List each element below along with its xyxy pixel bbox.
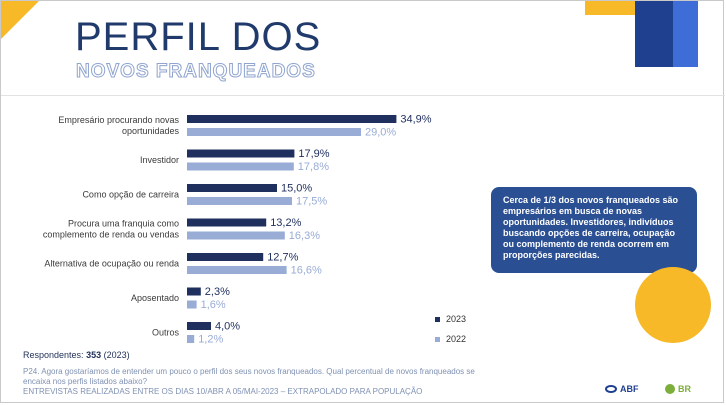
category-label: Outros [152,328,180,338]
abf-logo: ABF [605,384,639,394]
bar-2022 [187,335,195,343]
page-title: PERFIL DOS [75,15,322,59]
category-label: Investidor [140,155,179,165]
bar-2023 [187,115,397,123]
bar-2023 [187,322,211,330]
callout-box: Cerca de 1/3 dos novos franqueados são e… [491,187,697,273]
value-label-2023: 13,2% [270,217,301,229]
legend-item-2023: 2023 [435,314,466,324]
value-label-2022: 29,0% [365,127,396,139]
deco-yellow-block [585,1,635,15]
bar-2023 [187,149,295,158]
legend-label-2022: 2022 [446,334,467,344]
value-label-2023: 15,0% [281,183,312,195]
category-label: Empresário procurando novas oportunidades [58,115,179,136]
respondents-line: Respondentes: 353 (2023) [23,350,130,360]
bar-2023 [187,253,264,261]
legend-swatch-2022 [435,336,440,342]
bar-2022 [187,231,285,240]
value-label-2022: 1,2% [198,334,223,346]
value-label-2022: 16,3% [289,230,320,242]
bar-2022 [187,197,292,205]
bar-2023 [187,184,277,192]
survey-question: P24. Agora gostaríamos de entender um po… [23,367,475,386]
value-label-2023: 34,9% [400,114,431,126]
br-logo-text: BR [678,384,691,394]
bar-chart: Empresário procurando novas oportunidades… [43,114,432,346]
page-subtitle: NOVOS FRANQUEADOS [76,61,316,83]
value-label-2023: 4,0% [215,321,240,333]
value-label-2023: 12,7% [267,252,298,264]
category-label: Aposentado [131,293,179,303]
legend-swatch-2023 [435,316,440,322]
category-label: Procura uma franquia como complemento de … [43,219,180,240]
bar-2023 [187,287,201,296]
value-label-2023: 2,3% [205,286,230,298]
value-label-2022: 17,5% [296,196,327,208]
respondents-value: 353 [86,350,102,360]
bar-2022 [187,128,361,136]
abf-logo-text: ABF [620,384,639,394]
survey-footnote: ENTREVISTAS REALIZADAS ENTRE OS DIAS 10/… [23,387,423,396]
category-label: Como opção de carreira [82,190,179,200]
bar-2022 [187,266,287,274]
divider [1,95,725,96]
respondents-year: (2023) [103,350,130,360]
value-label-2023: 17,9% [298,148,329,160]
value-label-2022: 17,8% [298,161,329,173]
br-logo-icon [665,384,675,394]
deco-navy-block [635,1,673,67]
br-logo: BR [665,384,691,394]
corner-decoration [1,1,39,39]
bar-2023 [187,218,267,227]
category-label: Alternativa de ocupação ou renda [44,259,179,269]
respondents-label: Respondentes: [23,350,84,360]
legend-label-2023: 2023 [446,314,467,324]
bar-2022 [187,162,294,171]
deco-yellow-circle [635,267,711,343]
value-label-2022: 1,6% [201,299,226,311]
bar-2022 [187,300,197,309]
value-label-2022: 16,6% [291,265,322,277]
abf-logo-icon [605,385,617,393]
legend-item-2022: 2022 [435,334,466,344]
